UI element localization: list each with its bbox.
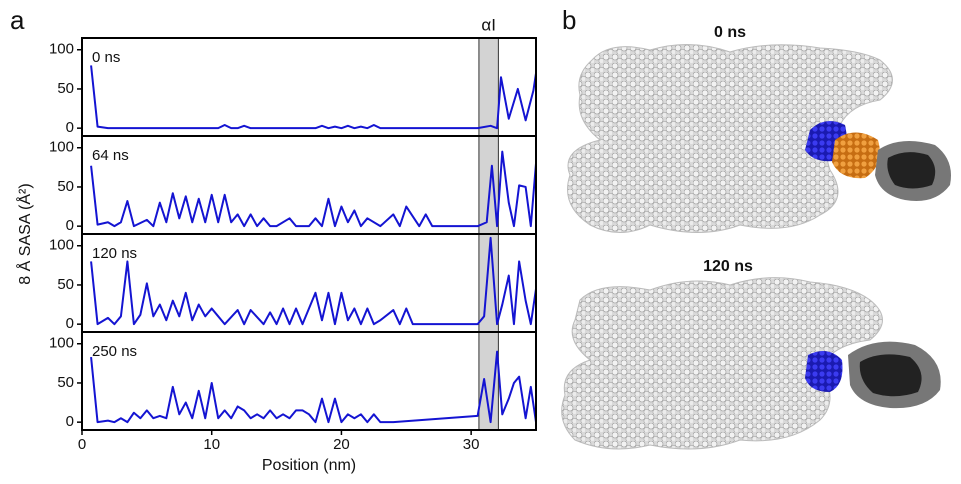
- x-axis-label: Position (nm): [262, 457, 356, 474]
- y-tick-label: 50: [57, 80, 74, 97]
- y-tick-label: 50: [57, 178, 74, 195]
- data-line: [90, 350, 537, 424]
- highlight-band: [478, 37, 499, 137]
- y-tick-label: 100: [49, 237, 74, 254]
- structure-120ns: [561, 277, 941, 450]
- structure-0ns: [567, 44, 951, 233]
- plot-frame: [81, 37, 537, 137]
- series-label: 0 ns: [92, 49, 120, 66]
- data-line: [90, 150, 537, 228]
- y-tick-label: 50: [57, 276, 74, 293]
- y-tick-label: 0: [66, 119, 74, 136]
- y-tick-label: 0: [66, 315, 74, 332]
- highlight-band: [478, 135, 499, 235]
- image-title: 0 ns: [714, 24, 746, 41]
- x-tick-label: 30: [463, 436, 480, 453]
- highlight-band: [478, 233, 499, 333]
- y-tick-label: 100: [49, 335, 74, 352]
- y-tick-label: 50: [57, 374, 74, 391]
- series-label: 250 ns: [92, 343, 137, 360]
- panel-label: a: [10, 5, 25, 35]
- y-tick-label: 0: [66, 413, 74, 430]
- annotation: αI: [481, 15, 496, 34]
- data-line: [90, 65, 537, 130]
- x-tick-label: 10: [203, 436, 220, 453]
- y-axis-label: 8 Å SASA (Å²): [15, 183, 34, 284]
- data-line: [90, 236, 537, 326]
- series-label: 120 ns: [92, 245, 137, 262]
- x-tick-label: 20: [333, 436, 350, 453]
- y-tick-label: 100: [49, 139, 74, 156]
- series-label: 64 ns: [92, 147, 129, 164]
- plot-frame: [81, 135, 537, 235]
- plot-frame: [81, 331, 537, 431]
- y-tick-label: 0: [66, 217, 74, 234]
- plot-frame: [81, 233, 537, 333]
- image-title: 120 ns: [703, 258, 753, 275]
- y-tick-label: 100: [49, 41, 74, 58]
- panel-label: b: [562, 5, 576, 35]
- x-tick-label: 0: [78, 436, 86, 453]
